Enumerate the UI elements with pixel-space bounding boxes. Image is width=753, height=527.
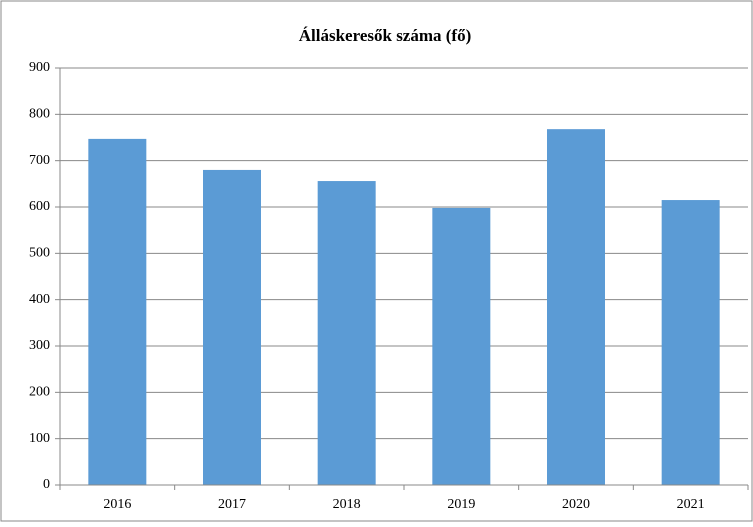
x-tick-label: 2021 [677, 497, 705, 512]
x-tick-label: 2018 [333, 497, 361, 512]
y-tick-label: 400 [29, 292, 50, 307]
y-tick-label: 0 [43, 477, 50, 492]
x-tick-label: 2019 [447, 497, 475, 512]
x-tick-label: 2020 [562, 497, 590, 512]
y-tick-label: 500 [29, 246, 50, 261]
bar [661, 200, 720, 486]
chart-title: Álláskeresők száma (fő) [299, 26, 472, 45]
y-tick-label: 800 [29, 107, 50, 122]
bar [203, 169, 261, 485]
bar [432, 207, 491, 485]
x-tick-label: 2017 [218, 497, 246, 512]
bar [88, 138, 147, 485]
y-tick-label: 700 [29, 153, 50, 168]
bar [547, 129, 605, 485]
y-tick-label: 900 [29, 60, 50, 75]
y-tick-label: 200 [29, 385, 50, 400]
y-tick-label: 100 [29, 431, 50, 446]
y-tick-label: 600 [29, 199, 50, 214]
bar [317, 181, 376, 485]
x-tick-label: 2016 [103, 497, 131, 512]
y-tick-label: 300 [29, 338, 50, 353]
